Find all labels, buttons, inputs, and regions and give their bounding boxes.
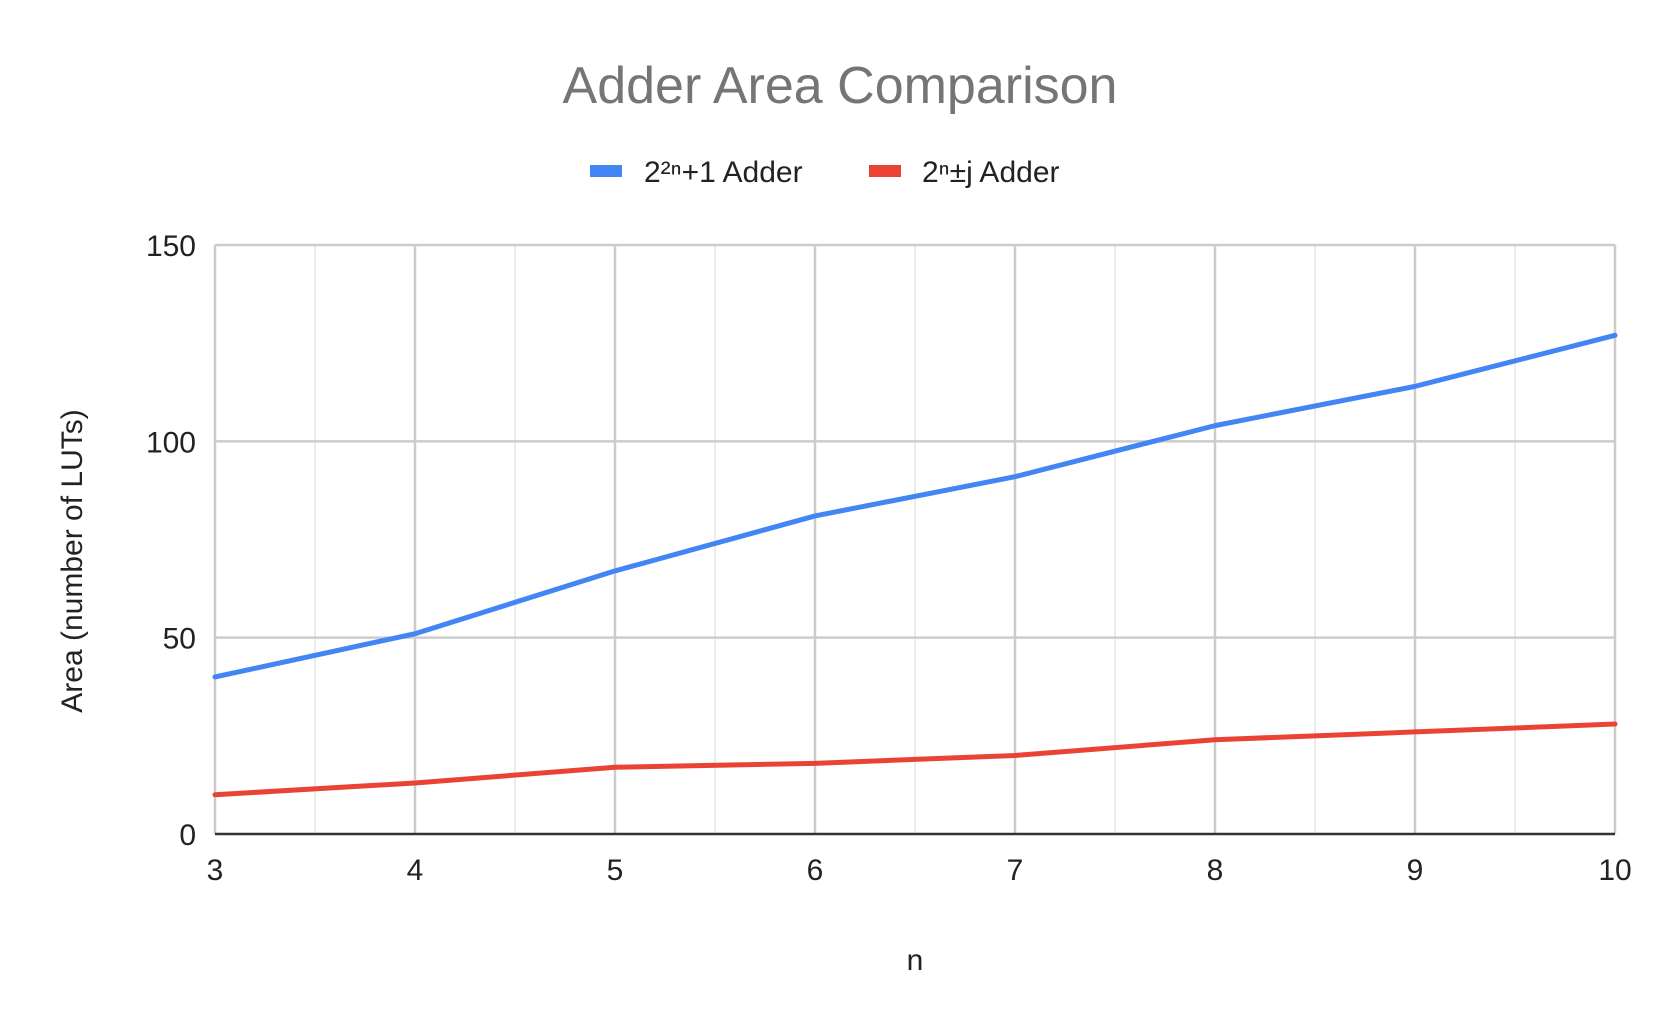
- x-tick-label: 7: [1007, 854, 1024, 887]
- x-tick-label: 8: [1207, 854, 1224, 887]
- series-line-2: [212, 721, 1618, 798]
- series-line-1: [212, 332, 1618, 680]
- x-tick-label: 5: [607, 854, 624, 887]
- y-tick-label: 150: [146, 230, 196, 263]
- x-axis-label: n: [907, 944, 924, 977]
- legend-label-series-2: 2ⁿ±j Adder: [922, 156, 1060, 189]
- x-tick-labels: 3 4 5 6 7 8 9 10: [207, 854, 1632, 887]
- y-tick-label: 50: [163, 623, 196, 656]
- y-axis-label: Area (number of LUTs): [56, 409, 89, 712]
- legend: 2²ⁿ+1 Adder 2ⁿ±j Adder: [590, 156, 1060, 189]
- major-gridlines: [213, 243, 1617, 834]
- chart-title: Adder Area Comparison: [563, 57, 1118, 115]
- y-tick-labels: 0 50 100 150: [146, 230, 196, 852]
- y-tick-label: 0: [179, 819, 196, 852]
- legend-label-series-1: 2²ⁿ+1 Adder: [644, 156, 803, 189]
- x-tick-label: 10: [1598, 854, 1631, 887]
- legend-swatch-series-2: [869, 165, 901, 177]
- x-tick-label: 4: [407, 854, 424, 887]
- x-tick-label: 3: [207, 854, 224, 887]
- legend-swatch-series-1: [590, 165, 622, 177]
- x-tick-label: 6: [807, 854, 824, 887]
- y-tick-label: 100: [146, 426, 196, 459]
- series-lines: [212, 332, 1618, 798]
- x-tick-label: 9: [1407, 854, 1424, 887]
